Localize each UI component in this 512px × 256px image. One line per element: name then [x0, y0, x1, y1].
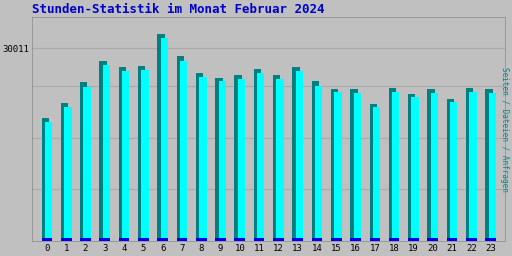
- Bar: [157, 238, 165, 241]
- Bar: [180, 61, 187, 241]
- Bar: [41, 118, 49, 241]
- Bar: [392, 92, 399, 241]
- Bar: [257, 238, 264, 241]
- Bar: [99, 238, 107, 241]
- Bar: [446, 99, 454, 241]
- Bar: [466, 88, 473, 241]
- Bar: [276, 238, 284, 241]
- Bar: [254, 238, 261, 241]
- Bar: [392, 238, 399, 241]
- Bar: [141, 238, 148, 241]
- Bar: [273, 75, 281, 241]
- Bar: [45, 238, 52, 241]
- Bar: [353, 93, 361, 241]
- Bar: [446, 238, 454, 241]
- Bar: [295, 71, 303, 241]
- Bar: [234, 238, 242, 241]
- Bar: [389, 88, 396, 241]
- Bar: [350, 89, 357, 241]
- Bar: [373, 107, 380, 241]
- Bar: [292, 238, 300, 241]
- Bar: [215, 238, 223, 241]
- Bar: [122, 238, 130, 241]
- Bar: [412, 238, 419, 241]
- Bar: [428, 238, 435, 241]
- Bar: [80, 238, 88, 241]
- Bar: [119, 238, 126, 241]
- Bar: [257, 73, 264, 241]
- Bar: [199, 238, 206, 241]
- Bar: [428, 89, 435, 241]
- Bar: [64, 238, 72, 241]
- Bar: [61, 103, 68, 241]
- Bar: [99, 61, 107, 241]
- Bar: [312, 81, 319, 241]
- Bar: [312, 238, 319, 241]
- Bar: [138, 238, 145, 241]
- Y-axis label: Seiten / Dateien / Anfragen: Seiten / Dateien / Anfragen: [500, 67, 509, 192]
- Bar: [138, 66, 145, 241]
- Bar: [466, 238, 473, 241]
- Bar: [408, 238, 415, 241]
- Bar: [353, 238, 361, 241]
- Bar: [276, 79, 284, 241]
- Bar: [119, 67, 126, 241]
- Bar: [334, 238, 342, 241]
- Bar: [470, 92, 477, 241]
- Bar: [103, 65, 110, 241]
- Bar: [199, 77, 206, 241]
- Bar: [83, 238, 91, 241]
- Bar: [370, 238, 377, 241]
- Bar: [315, 86, 322, 241]
- Bar: [45, 122, 52, 241]
- Bar: [485, 238, 493, 241]
- Bar: [431, 93, 438, 241]
- Bar: [196, 73, 203, 241]
- Bar: [331, 89, 338, 241]
- Bar: [196, 238, 203, 241]
- Text: Stunden-Statistik im Monat Februar 2024: Stunden-Statistik im Monat Februar 2024: [32, 3, 325, 16]
- Bar: [234, 75, 242, 241]
- Bar: [41, 238, 49, 241]
- Bar: [450, 238, 457, 241]
- Bar: [219, 238, 226, 241]
- Bar: [389, 238, 396, 241]
- Bar: [408, 94, 415, 241]
- Bar: [122, 71, 130, 241]
- Bar: [450, 102, 457, 241]
- Bar: [141, 70, 148, 241]
- Bar: [254, 69, 261, 241]
- Bar: [373, 238, 380, 241]
- Bar: [315, 238, 322, 241]
- Bar: [61, 238, 68, 241]
- Bar: [370, 104, 377, 241]
- Bar: [412, 97, 419, 241]
- Bar: [83, 87, 91, 241]
- Bar: [331, 238, 338, 241]
- Bar: [157, 34, 165, 241]
- Bar: [350, 238, 357, 241]
- Bar: [180, 238, 187, 241]
- Bar: [485, 89, 493, 241]
- Bar: [219, 81, 226, 241]
- Bar: [215, 78, 223, 241]
- Bar: [431, 238, 438, 241]
- Bar: [334, 92, 342, 241]
- Bar: [488, 93, 496, 241]
- Bar: [273, 238, 281, 241]
- Bar: [470, 238, 477, 241]
- Bar: [295, 238, 303, 241]
- Bar: [103, 238, 110, 241]
- Bar: [64, 107, 72, 241]
- Bar: [161, 38, 168, 241]
- Bar: [292, 67, 300, 241]
- Bar: [177, 238, 184, 241]
- Bar: [177, 56, 184, 241]
- Bar: [238, 79, 245, 241]
- Bar: [80, 82, 88, 241]
- Bar: [488, 238, 496, 241]
- Bar: [238, 238, 245, 241]
- Bar: [161, 238, 168, 241]
